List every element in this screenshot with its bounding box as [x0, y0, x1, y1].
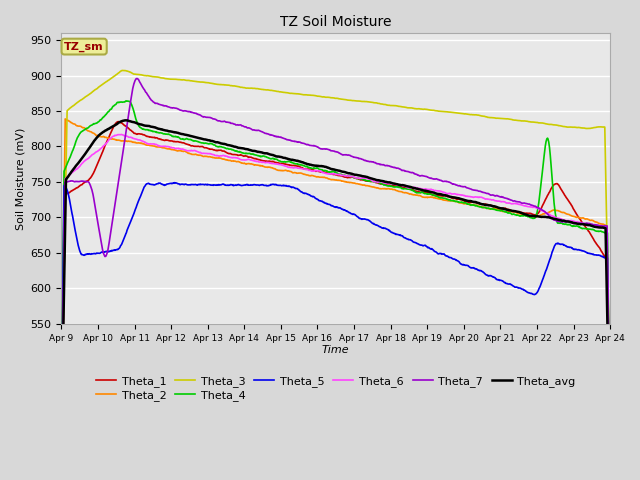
Theta_7: [134, 76, 141, 82]
Theta_7: [421, 174, 429, 180]
Line: Theta_5: Theta_5: [61, 182, 610, 471]
Title: TZ Soil Moisture: TZ Soil Moisture: [280, 15, 392, 29]
Theta_4: [493, 207, 500, 213]
Theta_6: [58, 444, 65, 450]
Theta_1: [493, 204, 500, 210]
Theta_avg: [241, 146, 249, 152]
Theta_avg: [493, 204, 500, 210]
Theta_1: [58, 451, 65, 457]
Theta_2: [58, 413, 65, 419]
Theta_7: [541, 209, 549, 215]
Theta_avg: [541, 214, 549, 220]
Theta_1: [115, 119, 122, 124]
Theta_2: [421, 194, 429, 200]
Theta_7: [180, 108, 188, 114]
Theta_2: [541, 211, 549, 216]
Theta_4: [166, 132, 174, 138]
Theta_4: [58, 423, 65, 429]
Theta_6: [166, 144, 174, 150]
Theta_4: [421, 191, 429, 197]
Theta_3: [541, 121, 549, 127]
Theta_5: [493, 276, 500, 282]
Line: Theta_3: Theta_3: [61, 71, 610, 414]
Theta_7: [166, 105, 174, 110]
Theta_3: [118, 68, 126, 73]
Theta_1: [606, 463, 614, 468]
Theta_4: [541, 143, 549, 149]
Theta_1: [541, 197, 549, 203]
Theta_3: [58, 411, 65, 417]
Theta_6: [606, 444, 614, 450]
Theta_3: [180, 77, 188, 83]
Theta_avg: [58, 435, 65, 441]
Theta_6: [117, 132, 125, 137]
Theta_7: [606, 440, 614, 446]
Theta_2: [241, 161, 249, 167]
Theta_2: [61, 116, 69, 122]
Theta_7: [241, 124, 249, 130]
Theta_4: [122, 98, 130, 104]
Theta_7: [58, 445, 65, 451]
Theta_1: [421, 190, 429, 195]
X-axis label: Time: Time: [322, 345, 349, 355]
Theta_6: [493, 198, 500, 204]
Theta_3: [241, 85, 249, 91]
Line: Theta_4: Theta_4: [61, 101, 610, 457]
Theta_avg: [180, 132, 188, 137]
Theta_3: [421, 107, 429, 112]
Theta_avg: [421, 188, 429, 193]
Theta_4: [180, 137, 188, 143]
Text: TZ_sm: TZ_sm: [65, 41, 104, 52]
Theta_5: [421, 242, 429, 248]
Theta_5: [171, 180, 179, 185]
Theta_avg: [123, 118, 131, 123]
Line: Theta_avg: Theta_avg: [61, 120, 610, 462]
Theta_5: [541, 269, 549, 275]
Theta_3: [606, 398, 614, 404]
Line: Theta_7: Theta_7: [61, 79, 610, 448]
Theta_4: [241, 151, 249, 156]
Theta_2: [493, 206, 500, 212]
Theta_5: [58, 430, 65, 435]
Theta_6: [541, 209, 549, 215]
Line: Theta_1: Theta_1: [61, 121, 610, 466]
Theta_7: [493, 193, 500, 199]
Y-axis label: Soil Moisture (mV): Soil Moisture (mV): [15, 127, 25, 229]
Theta_6: [421, 186, 429, 192]
Theta_6: [241, 157, 249, 163]
Legend: Theta_1, Theta_2, Theta_3, Theta_4, Theta_5, Theta_6, Theta_7, Theta_avg: Theta_1, Theta_2, Theta_3, Theta_4, Thet…: [92, 372, 580, 406]
Line: Theta_6: Theta_6: [61, 134, 610, 447]
Line: Theta_2: Theta_2: [61, 119, 610, 446]
Theta_1: [180, 140, 188, 146]
Theta_5: [166, 180, 174, 186]
Theta_5: [180, 181, 188, 187]
Theta_2: [166, 146, 174, 152]
Theta_5: [241, 182, 249, 188]
Theta_2: [180, 148, 188, 154]
Theta_3: [493, 115, 500, 121]
Theta_avg: [606, 459, 614, 465]
Theta_avg: [166, 129, 174, 134]
Theta_5: [606, 468, 614, 474]
Theta_3: [166, 76, 174, 82]
Theta_1: [241, 153, 249, 158]
Theta_6: [180, 147, 188, 153]
Theta_1: [166, 138, 174, 144]
Theta_4: [606, 455, 614, 460]
Theta_2: [606, 443, 614, 449]
